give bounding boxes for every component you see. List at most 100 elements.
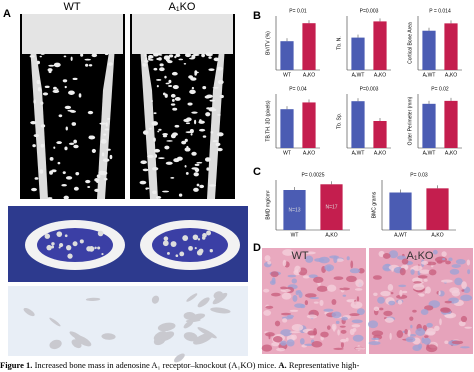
trabecula — [72, 77, 78, 81]
tissue — [373, 292, 378, 296]
trabecula — [85, 179, 91, 184]
tissue — [306, 314, 318, 319]
trabecula — [144, 53, 147, 58]
bar — [280, 109, 294, 148]
tissue — [280, 286, 288, 290]
panel-label: B — [253, 10, 261, 22]
trabecula — [168, 79, 172, 84]
growth-plate — [22, 14, 123, 54]
trabecula — [217, 79, 224, 85]
x-tick-label: A₁KO — [374, 150, 386, 156]
trabecula — [75, 171, 80, 176]
image-label: WT — [291, 250, 308, 262]
x-tick-label: A₁WT — [394, 232, 407, 238]
trabecula-3d — [49, 339, 62, 350]
trabecula — [48, 64, 55, 67]
trabecula-3d — [212, 292, 228, 305]
trabecula — [156, 78, 162, 81]
tissue — [396, 255, 407, 260]
cortical-bone — [28, 14, 48, 199]
trabecula — [39, 55, 42, 58]
trabecula — [65, 176, 73, 180]
trabecula — [210, 131, 214, 134]
tissue — [397, 299, 403, 305]
tissue — [354, 288, 363, 291]
trabecula — [64, 85, 67, 89]
bar — [422, 30, 436, 70]
trabecula — [78, 93, 82, 98]
tissue — [289, 309, 299, 312]
x-tick-label: WT — [291, 232, 299, 238]
trabecula — [191, 151, 197, 156]
x-tick-label: A₁KO — [303, 150, 315, 156]
trabecula — [158, 57, 162, 61]
trabecula — [197, 238, 201, 241]
tissue — [424, 335, 429, 339]
tissue — [346, 299, 357, 303]
tissue — [421, 337, 425, 344]
bar-label: N=13 — [288, 207, 300, 213]
trabecula — [73, 186, 79, 191]
tissue — [280, 288, 291, 293]
trabecula — [36, 79, 41, 85]
trabecula — [219, 94, 224, 99]
trabecula — [37, 87, 41, 92]
trabecula — [91, 53, 98, 58]
trabecula — [150, 100, 154, 102]
tissue — [282, 259, 287, 267]
trabecula — [162, 133, 168, 136]
trabecula — [70, 56, 73, 61]
trabecula-3d — [193, 332, 213, 345]
trabecula — [158, 52, 161, 56]
x-tick-label: WT — [283, 150, 291, 156]
trabecula — [91, 148, 96, 154]
trabecula — [164, 145, 170, 150]
tissue — [274, 320, 281, 327]
trabecula — [152, 166, 159, 171]
trabecula — [174, 97, 181, 101]
y-label: Cortical Bone Area — [407, 22, 413, 64]
trabecula — [94, 178, 100, 182]
p-value: P= 0.04 — [289, 86, 307, 92]
tissue — [435, 256, 447, 263]
tissue — [423, 278, 428, 282]
tissue — [367, 320, 379, 329]
trabecula — [201, 53, 205, 58]
tissue — [466, 259, 471, 266]
trabecula — [65, 126, 68, 131]
trabecula-3d — [197, 297, 210, 308]
tissue — [294, 265, 301, 274]
tissue — [350, 301, 363, 309]
cortical-bone — [207, 14, 227, 199]
tissue — [352, 334, 364, 342]
tissue — [298, 291, 303, 299]
trabecula — [213, 57, 220, 62]
trabecula — [170, 133, 176, 139]
trabecula — [153, 112, 157, 115]
trabecula — [158, 157, 165, 159]
y-label: TB.TH. 3D (pixels) — [265, 100, 271, 141]
trabecula — [44, 233, 51, 239]
trabecula — [208, 56, 212, 59]
trabecula — [184, 138, 188, 142]
trabecula — [34, 177, 39, 180]
tissue — [413, 281, 422, 284]
trabecula-3d — [185, 318, 201, 323]
tissue — [401, 258, 409, 265]
trabecula — [140, 160, 147, 165]
tissue — [372, 275, 382, 280]
trabecula — [88, 64, 93, 67]
tissue — [299, 338, 305, 345]
tissue — [314, 258, 325, 262]
tissue — [440, 279, 453, 283]
trabecula — [102, 158, 110, 162]
tissue — [355, 347, 366, 350]
trabecula — [199, 128, 206, 132]
trabecula — [30, 120, 37, 125]
trabecula — [68, 142, 75, 145]
trabecula — [196, 183, 200, 187]
tissue — [371, 337, 380, 341]
trabecula — [209, 249, 213, 253]
tissue — [460, 294, 473, 302]
trabecula — [157, 130, 160, 133]
